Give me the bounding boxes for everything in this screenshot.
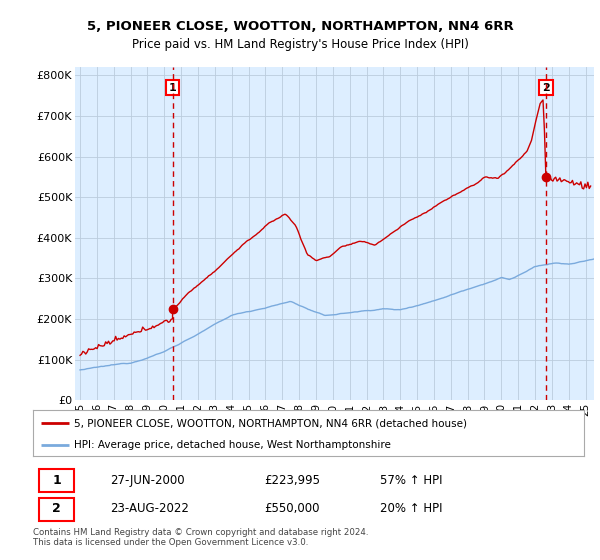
Text: Price paid vs. HM Land Registry's House Price Index (HPI): Price paid vs. HM Land Registry's House … <box>131 38 469 51</box>
FancyBboxPatch shape <box>38 469 74 492</box>
Text: 5, PIONEER CLOSE, WOOTTON, NORTHAMPTON, NN4 6RR: 5, PIONEER CLOSE, WOOTTON, NORTHAMPTON, … <box>86 20 514 32</box>
Text: £550,000: £550,000 <box>265 502 320 515</box>
Text: 5, PIONEER CLOSE, WOOTTON, NORTHAMPTON, NN4 6RR (detached house): 5, PIONEER CLOSE, WOOTTON, NORTHAMPTON, … <box>74 418 467 428</box>
Text: 2: 2 <box>52 502 61 515</box>
Text: 20% ↑ HPI: 20% ↑ HPI <box>380 502 443 515</box>
Text: 1: 1 <box>169 82 176 92</box>
Text: Contains HM Land Registry data © Crown copyright and database right 2024.
This d: Contains HM Land Registry data © Crown c… <box>33 528 368 547</box>
Text: HPI: Average price, detached house, West Northamptonshire: HPI: Average price, detached house, West… <box>74 440 391 450</box>
Text: 2: 2 <box>542 82 550 92</box>
Text: 57% ↑ HPI: 57% ↑ HPI <box>380 474 443 487</box>
Text: 27-JUN-2000: 27-JUN-2000 <box>110 474 185 487</box>
FancyBboxPatch shape <box>38 498 74 521</box>
Text: £223,995: £223,995 <box>265 474 320 487</box>
Text: 1: 1 <box>52 474 61 487</box>
Text: 23-AUG-2022: 23-AUG-2022 <box>110 502 189 515</box>
